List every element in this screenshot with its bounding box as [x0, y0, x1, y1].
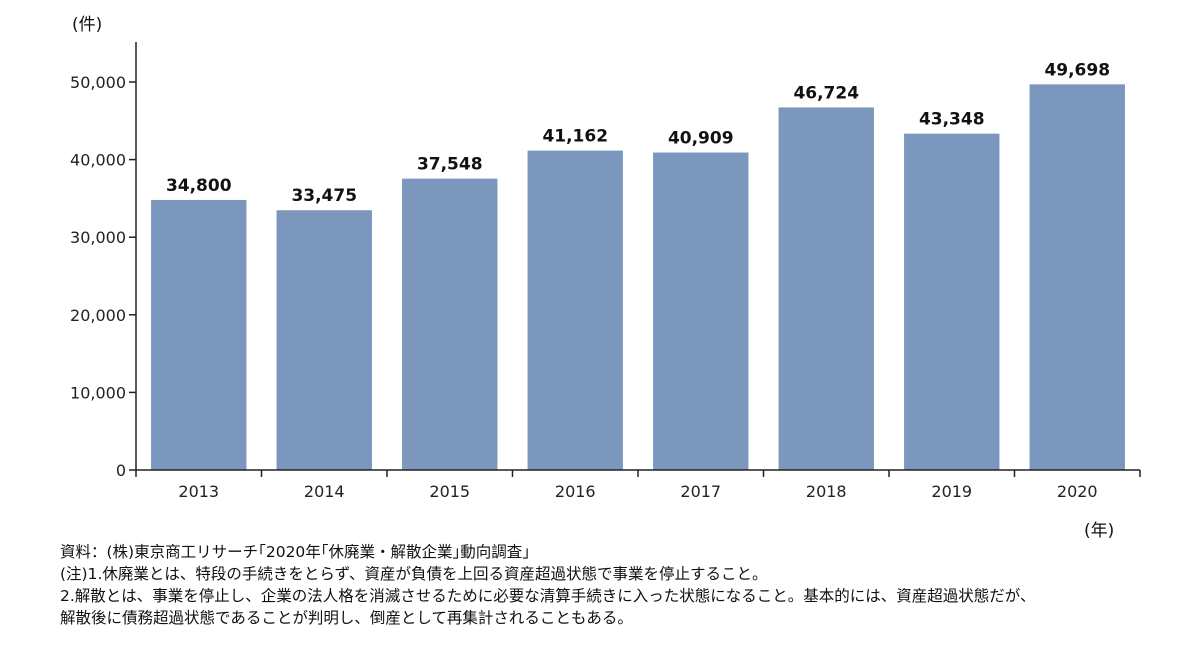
bar-2013	[151, 199, 247, 470]
y-tick-label: 30,000	[70, 228, 126, 247]
data-label-2015: 37,548	[417, 155, 483, 175]
data-label-2018: 46,724	[793, 83, 859, 103]
bar-2020	[1029, 84, 1125, 471]
y-tick-label: 20,000	[70, 306, 126, 325]
x-tick-label-2017: 2017	[680, 482, 721, 501]
data-label-2013: 34,800	[166, 176, 232, 196]
bar-2019	[904, 133, 1000, 471]
y-tick-label: 50,000	[70, 73, 126, 92]
y-axis-unit: (件)	[72, 15, 103, 35]
x-tick-label-2019: 2019	[931, 482, 972, 501]
data-label-2017: 40,909	[668, 129, 734, 149]
x-tick-label-2013: 2013	[178, 482, 219, 501]
bar-2015	[402, 178, 498, 471]
bar-2016	[527, 150, 623, 470]
data-labels-group: 34,800 33,475 37,548 41,162 40,909 46,724 43,3…	[166, 60, 1110, 206]
data-label-2020: 49,698	[1044, 60, 1110, 80]
data-label-2019: 43,348	[919, 110, 985, 130]
bar-2014	[276, 210, 372, 470]
x-tick-label-2020: 2020	[1057, 482, 1098, 501]
x-axis: 2013 2014 2015 2016 2017 2018 2019 2020	[135, 469, 1141, 501]
footnotes: 資料：(株)東京商工リサーチ｢2020年｢休廃業・解散企業｣動向調査｣ (注)1…	[60, 541, 1035, 629]
source-note: 資料：(株)東京商工リサーチ｢2020年｢休廃業・解散企業｣動向調査｣	[60, 543, 531, 561]
bar-chart: 0 10,000 20,000 30,000 40,000 50,000 2013 2014…	[70, 42, 1141, 501]
y-axis: 0 10,000 20,000 30,000 40,000 50,000	[70, 42, 137, 480]
x-tick-label-2016: 2016	[555, 482, 596, 501]
bar-2018	[778, 107, 874, 471]
bars-group	[151, 84, 1125, 471]
x-tick-label-2014: 2014	[304, 482, 345, 501]
x-tick-label-2018: 2018	[806, 482, 847, 501]
x-axis-unit: (年)	[1084, 521, 1115, 541]
y-tick-label: 0	[116, 461, 126, 480]
data-label-2014: 33,475	[291, 186, 357, 206]
x-tick-label-2015: 2015	[429, 482, 470, 501]
data-label-2016: 41,162	[542, 127, 608, 147]
note-3: 解散後に債務超過状態であることが判明し、倒産として再集計されることもある。	[60, 609, 633, 627]
note-2: 2.解散とは、事業を停止し、企業の法人格を消滅させるために必要な清算手続きに入っ…	[60, 587, 1036, 605]
y-tick-label: 40,000	[70, 151, 126, 170]
y-tick-label: 10,000	[70, 383, 126, 402]
bar-2017	[653, 152, 749, 471]
note-1: (注)1.休廃業とは、特段の手続きをとらず、資産が負債を上回る資産超過状態で事業…	[60, 565, 768, 583]
